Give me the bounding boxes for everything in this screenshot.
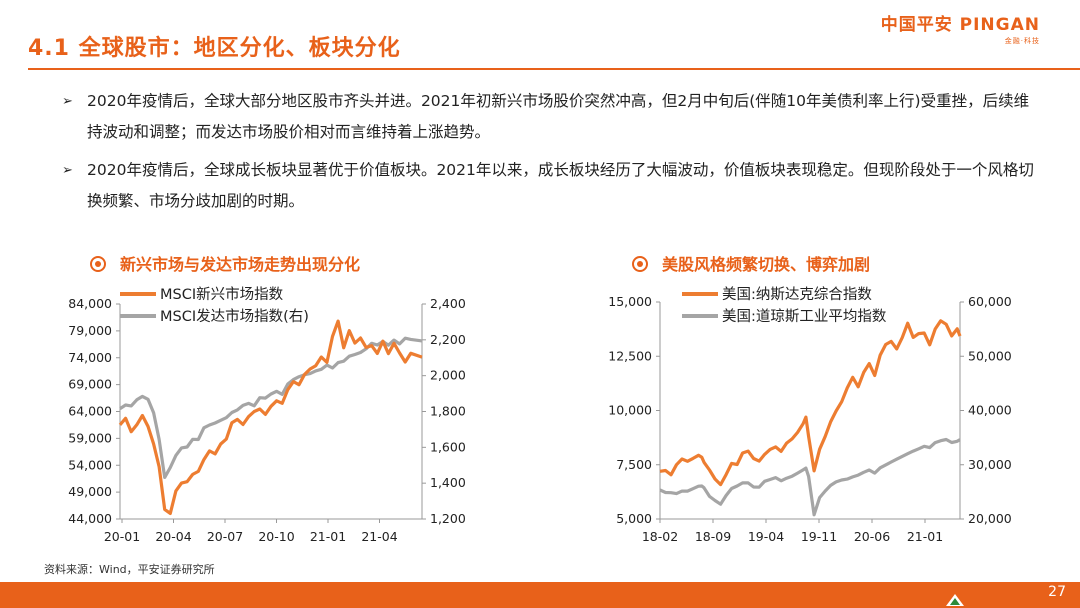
y-left-tick-label: 84,000 — [68, 296, 112, 311]
target-bullet-icon — [90, 256, 106, 272]
pingan-mark-icon — [946, 594, 964, 606]
legend-label: MSCI新兴市场指数 — [160, 286, 284, 303]
y-right-tick-label: 40,000 — [968, 403, 1012, 418]
x-tick-label: 20-10 — [258, 529, 294, 544]
y-right-tick-label: 20,000 — [968, 511, 1012, 526]
x-tick-label: 21-01 — [310, 529, 346, 544]
y-left-tick-label: 7,500 — [616, 457, 652, 472]
legend-label: MSCI发达市场指数(右) — [160, 308, 309, 325]
x-tick-label: 21-04 — [361, 529, 397, 544]
y-right-tick-label: 2,400 — [430, 296, 466, 311]
y-right-tick-label: 2,000 — [430, 368, 466, 383]
bullet-text-1: 2020年疫情后，全球大部分地区股市齐头并进。2021年初新兴市场股价突然冲高，… — [87, 92, 1030, 141]
chart-emerging-vs-developed: 84,000 79,000 74,000 69,000 64,000 59,000 54,0… — [68, 286, 466, 544]
y-left-tick-label: 54,000 — [68, 457, 112, 472]
y-left-tick-label: 64,000 — [68, 404, 112, 419]
bullet-arrow-icon: ➢ — [62, 94, 73, 109]
y-left-tick-label: 10,000 — [608, 403, 652, 418]
y-right-tick-label: 60,000 — [968, 294, 1012, 309]
y-right-tick-label: 2,200 — [430, 332, 466, 347]
x-tick-label: 19-04 — [748, 529, 784, 544]
source-note: 资料来源：Wind，平安证券研究所 — [44, 563, 215, 576]
y-left-tick-label: 59,000 — [68, 430, 112, 445]
footer-bar — [0, 582, 1080, 608]
page-title: 4.1 全球股市：地区分化、板块分化 — [28, 36, 401, 61]
x-tick-label: 20-06 — [854, 529, 890, 544]
chart-us-equity-styles: 15,000 12,500 10,000 7,500 5,000 60,000 50,000… — [608, 286, 1012, 544]
legend-label: 美国:道琼斯工业平均指数 — [722, 308, 887, 325]
legend-label: 美国:纳斯达克综合指数 — [722, 286, 872, 303]
y-left-tick-label: 74,000 — [68, 350, 112, 365]
logo-tag: 金融·科技 — [1004, 37, 1040, 45]
y-left-tick-label: 79,000 — [68, 323, 112, 338]
logo-brand: 中国平安 PINGAN — [880, 15, 1040, 35]
x-tick-label: 21-01 — [907, 529, 943, 544]
y-left-tick-label: 5,000 — [616, 511, 652, 526]
series-line-secondary — [659, 437, 961, 517]
y-right-tick-label: 1,200 — [430, 511, 466, 526]
bullet-text-2: 2020年疫情后，全球成长板块显著优于价值板块。2021年以来，成长板块经历了大… — [87, 161, 1034, 210]
company-logo: 中国平安 PINGAN 金融·科技 — [881, 10, 1040, 46]
chart-1-title: 新兴市场与发达市场走势出现分化 — [120, 255, 361, 274]
page-number: 27 — [1048, 584, 1066, 600]
y-right-tick-label: 30,000 — [968, 457, 1012, 472]
x-tick-label: 20-07 — [207, 529, 243, 544]
y-right-tick-label: 1,800 — [430, 404, 466, 419]
x-tick-label: 20-04 — [155, 529, 191, 544]
x-tick-label: 20-01 — [104, 529, 140, 544]
y-right-tick-label: 1,600 — [430, 439, 466, 454]
x-tick-label: 18-09 — [695, 529, 731, 544]
x-tick-label: 19-11 — [801, 529, 837, 544]
series-line-primary — [118, 319, 423, 515]
chart-2-title: 美股风格频繁切换、博弈加剧 — [662, 255, 871, 274]
y-left-tick-label: 12,500 — [608, 348, 652, 363]
y-right-tick-label: 50,000 — [968, 348, 1012, 363]
series-line-primary — [659, 319, 962, 487]
y-left-tick-label: 15,000 — [608, 294, 652, 309]
bullet-point-2: ➢ 2020年疫情后，全球成长板块显著优于价值板块。2021年以来，成长板块经历… — [62, 155, 1042, 217]
y-left-tick-label: 69,000 — [68, 377, 112, 392]
chart-2-title-block: 美股风格频繁切换、博弈加剧 — [632, 251, 870, 275]
bullet-point-1: ➢ 2020年疫情后，全球大部分地区股市齐头并进。2021年初新兴市场股价突然冲… — [62, 86, 1042, 148]
y-left-tick-label: 49,000 — [68, 484, 112, 499]
bullet-arrow-icon: ➢ — [62, 163, 73, 178]
y-left-tick-label: 44,000 — [68, 511, 112, 526]
chart-1-title-block: 新兴市场与发达市场走势出现分化 — [90, 251, 360, 275]
target-bullet-icon — [632, 256, 648, 272]
y-right-tick-label: 1,400 — [430, 475, 466, 490]
x-tick-label: 18-02 — [642, 529, 678, 544]
title-divider — [28, 68, 1080, 70]
